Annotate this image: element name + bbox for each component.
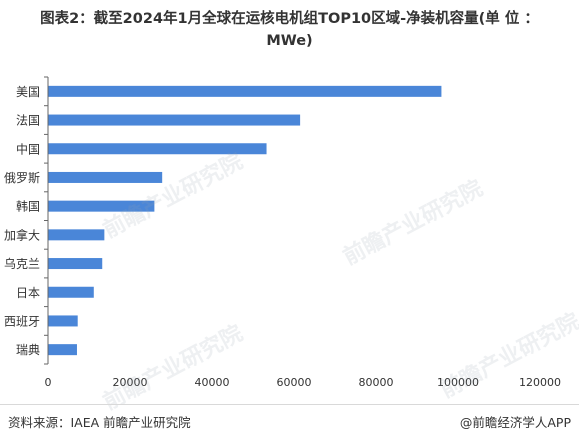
- x-tick-label: 80000: [359, 376, 394, 389]
- bar-6: [48, 258, 103, 270]
- category-label: 中国: [16, 141, 40, 156]
- bar-2: [48, 143, 267, 155]
- category-label: 法国: [16, 114, 40, 128]
- x-tick-label: 100000: [437, 376, 479, 389]
- chart-title-line2: MWe): [266, 33, 313, 49]
- category-label: 加拿大: [4, 227, 40, 242]
- category-label: 日本: [16, 286, 40, 300]
- source-note: 资料来源：IAEA 前瞻产业研究院: [8, 415, 191, 430]
- bar-5: [48, 229, 105, 241]
- category-label: 西班牙: [4, 314, 40, 328]
- category-label: 俄罗斯: [4, 171, 40, 185]
- bar-1: [48, 114, 301, 126]
- bar-7: [48, 286, 94, 298]
- bar-8: [48, 315, 78, 327]
- bar-9: [48, 344, 77, 356]
- footer: 资料来源：IAEA 前瞻产业研究院 @前瞻经济学人APP: [0, 404, 579, 434]
- x-tick-label: 0: [45, 376, 52, 389]
- category-label: 韩国: [16, 199, 40, 214]
- bar-3: [48, 171, 163, 183]
- category-label: 乌克兰: [4, 256, 40, 271]
- category-label: 瑞典: [16, 343, 40, 357]
- x-tick-label: 60000: [277, 376, 312, 389]
- x-tick-label: 40000: [195, 376, 230, 389]
- bar-0: [48, 85, 442, 97]
- x-tick-label: 20000: [113, 376, 148, 389]
- footer-divider: [0, 404, 579, 405]
- chart-title-line1: 图表2：截至2024年1月全球在运核电机组TOP10区域-净装机容量(单 位 ：: [40, 11, 539, 27]
- category-label: 美国: [16, 85, 40, 99]
- chart-title: 图表2：截至2024年1月全球在运核电机组TOP10区域-净装机容量(单 位 ：…: [0, 8, 579, 52]
- bar-4: [48, 200, 155, 212]
- x-tick-label: 120000: [519, 376, 561, 389]
- credit-note: @前瞻经济学人APP: [459, 415, 571, 430]
